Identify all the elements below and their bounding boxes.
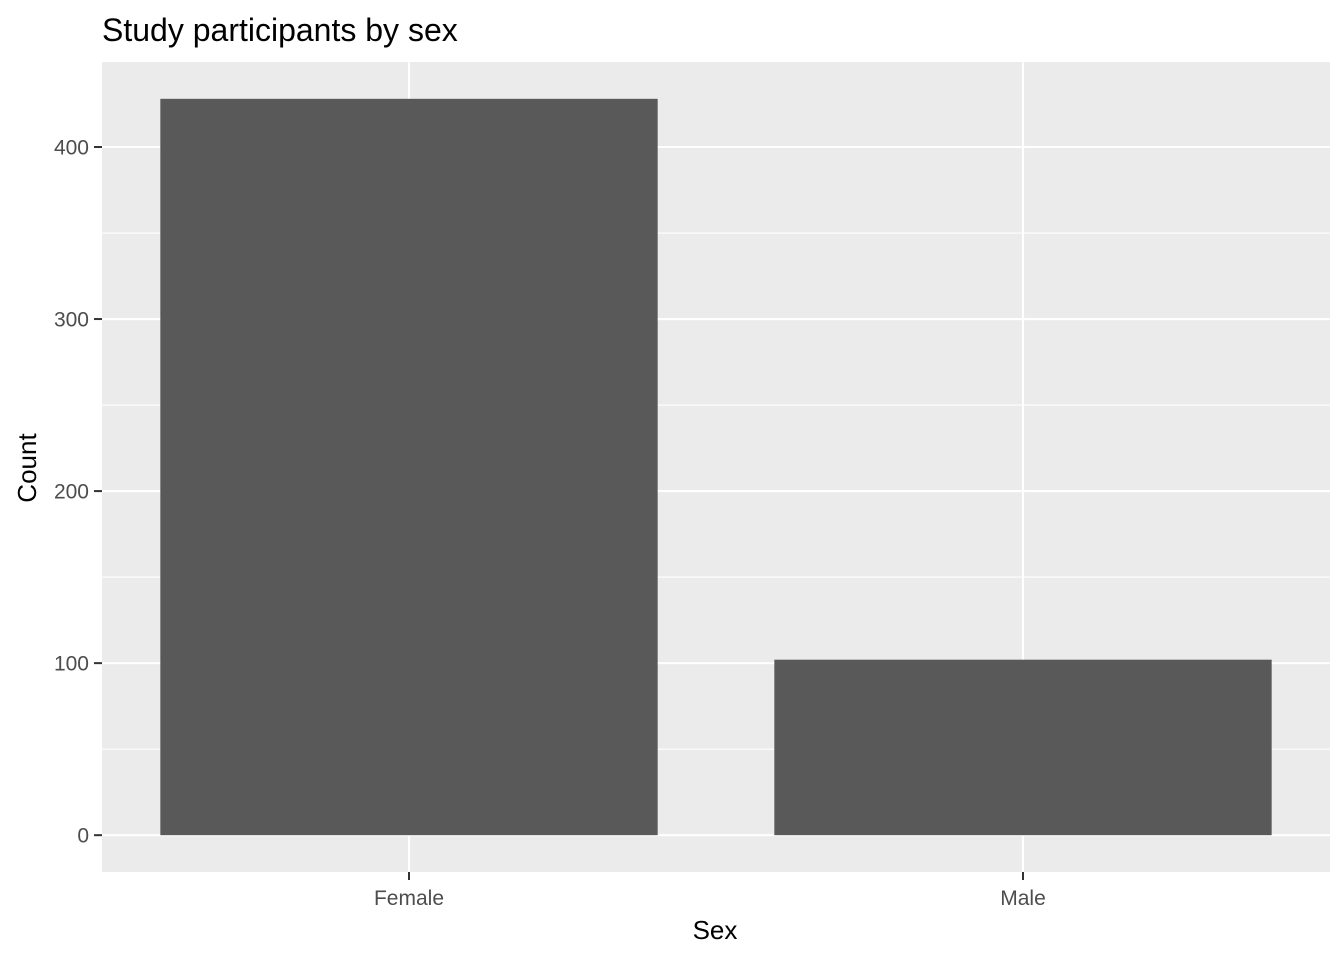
x-tick-label: Female xyxy=(374,887,444,910)
y-axis-title: Count xyxy=(12,433,42,503)
x-axis: Female Male xyxy=(374,872,1046,910)
y-tick-label: 100 xyxy=(54,653,89,676)
x-axis-title: Sex xyxy=(693,915,738,945)
y-tick-label: 300 xyxy=(54,309,89,332)
x-tick-label: Male xyxy=(1000,887,1046,910)
bar-male xyxy=(774,659,1272,836)
bars xyxy=(160,98,1272,836)
chart-title: Study participants by sex xyxy=(102,12,458,48)
bar-female xyxy=(160,98,658,836)
y-tick-label: 200 xyxy=(54,481,89,504)
y-axis: 0 100 200 300 400 xyxy=(54,136,102,848)
y-tick-label: 0 xyxy=(77,825,89,848)
y-tick-label: 400 xyxy=(54,136,89,159)
